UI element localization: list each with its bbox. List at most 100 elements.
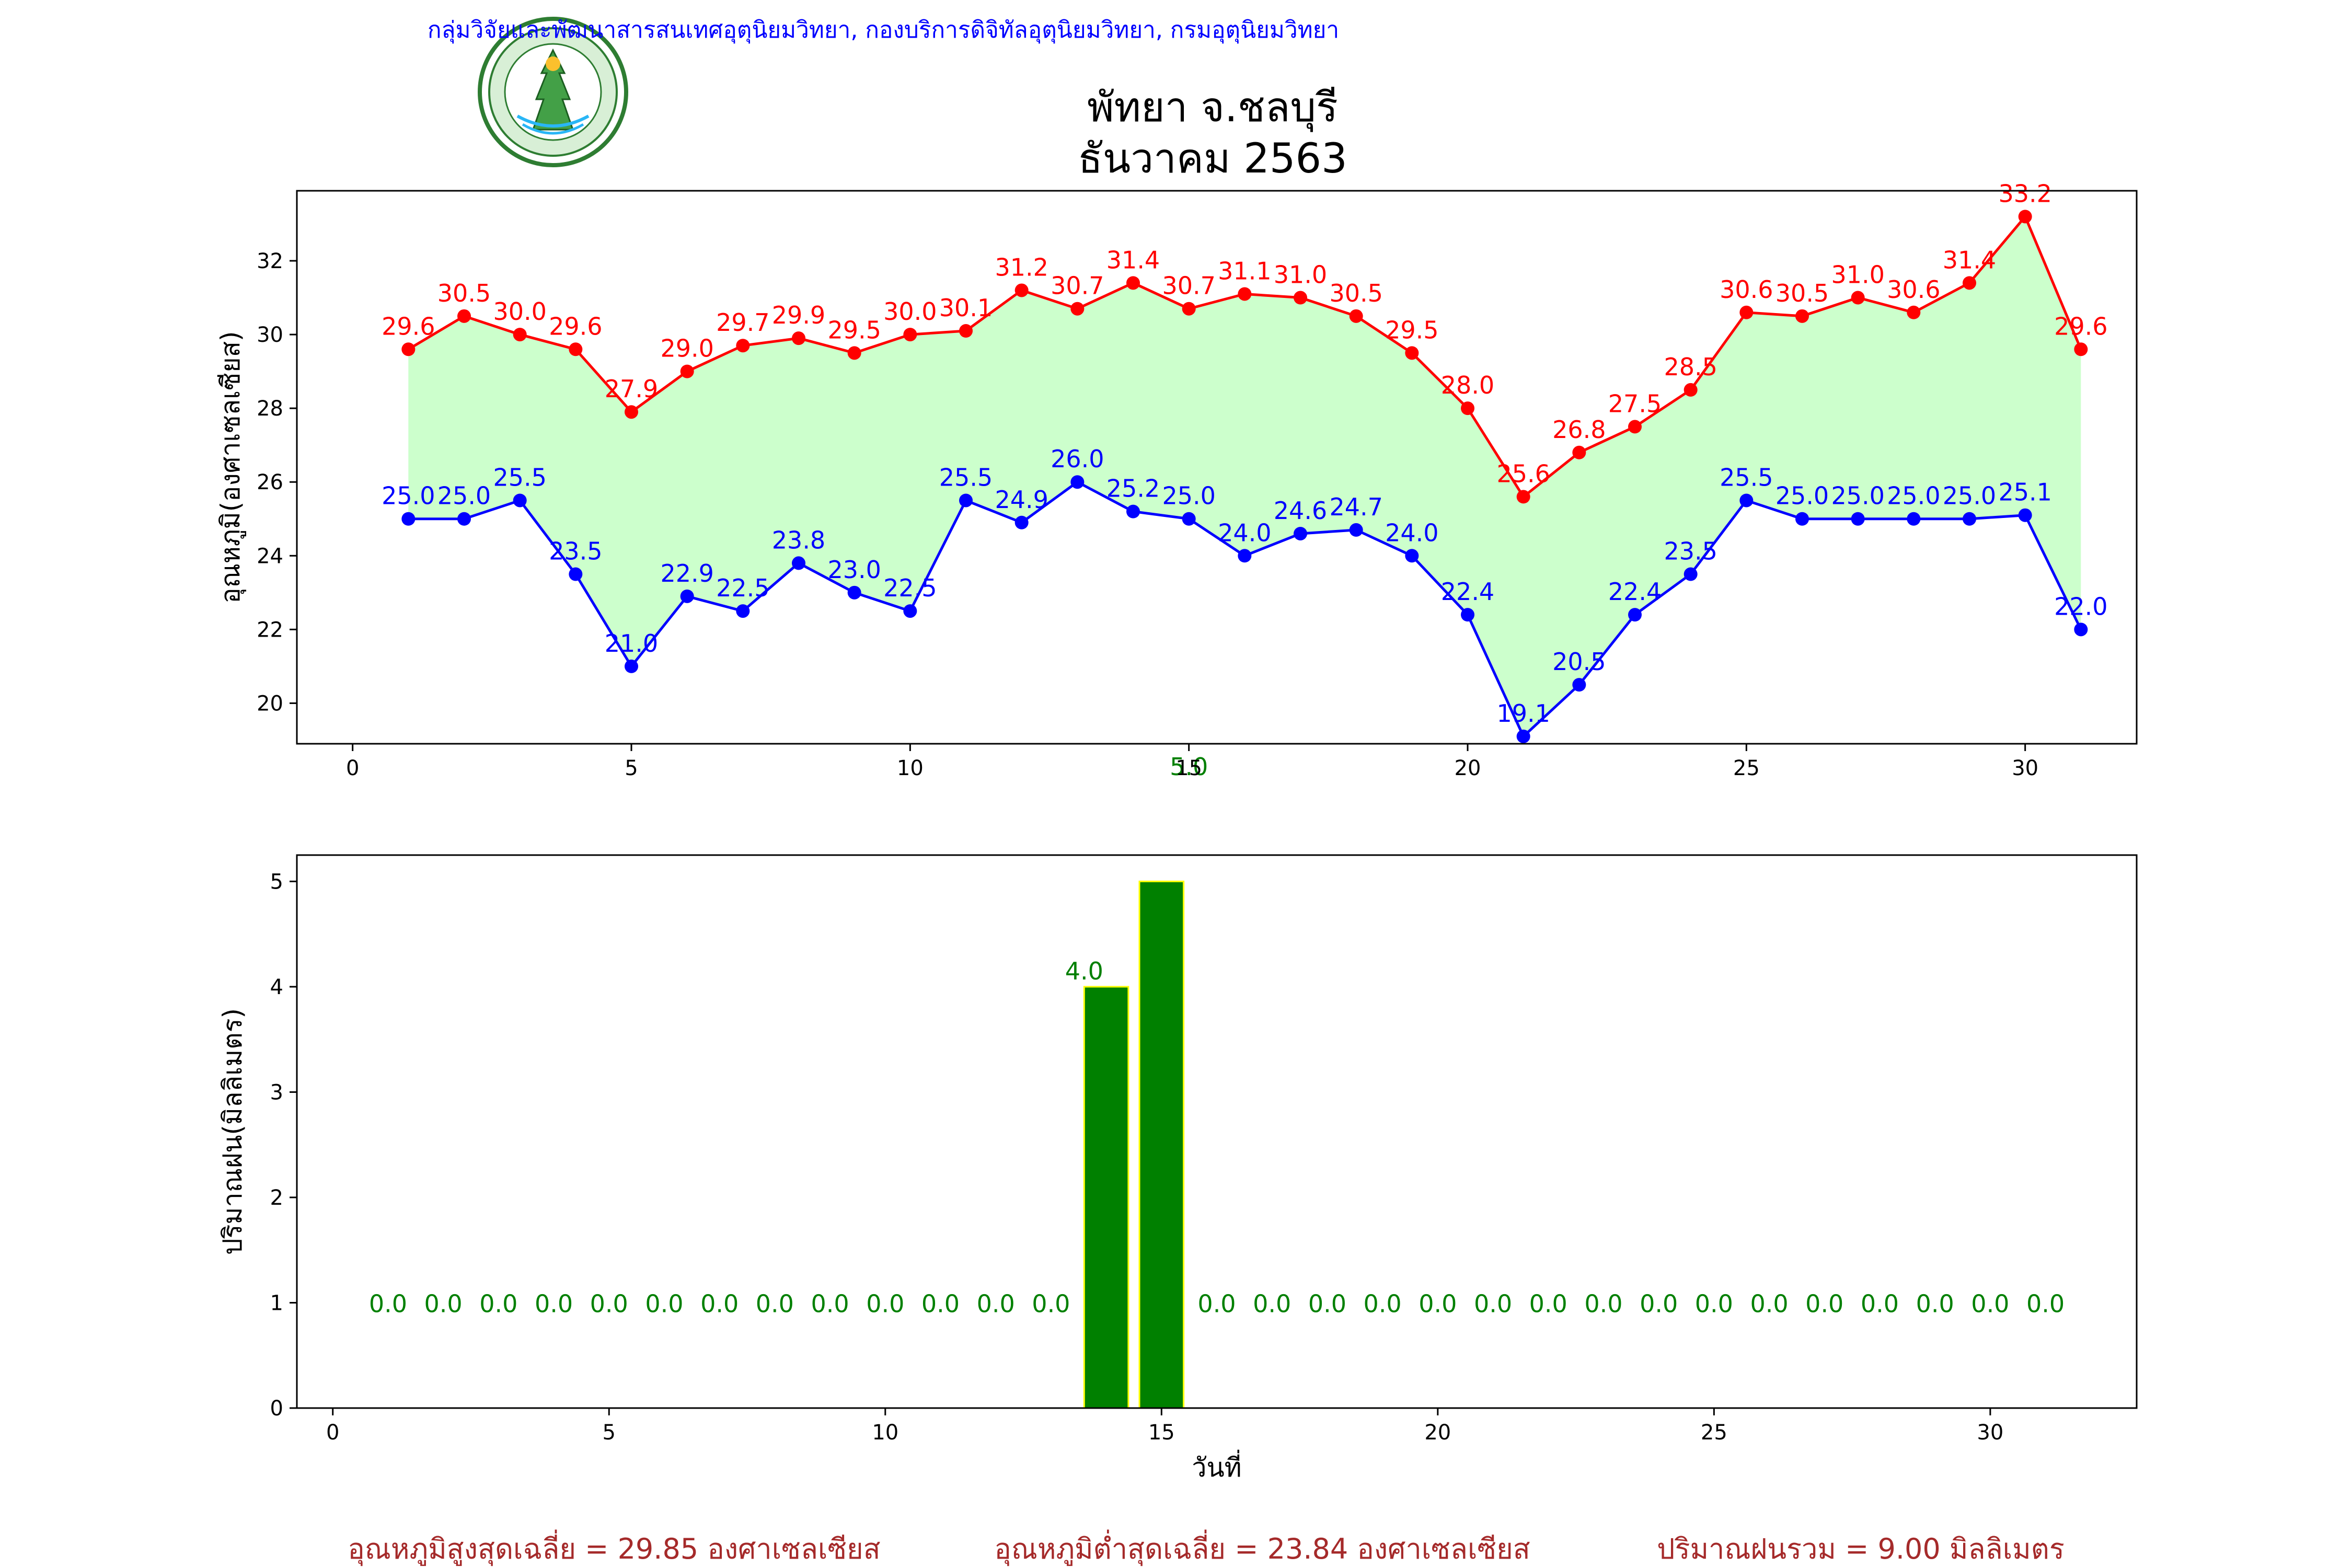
max-temperature-point	[1795, 309, 1809, 323]
rainfall-label: 0.0	[1805, 1289, 1843, 1318]
max-temperature-point	[1516, 490, 1530, 504]
rainfall-label: 0.0	[1916, 1289, 1954, 1318]
min-temperature-point	[1851, 512, 1865, 526]
max-temperature-point	[1238, 287, 1252, 301]
rainfall-label: 0.0	[535, 1289, 573, 1318]
max-temperature-label: 29.5	[827, 316, 881, 344]
max-temperature-label: 33.2	[1998, 179, 2051, 207]
rainfall-label: 0.0	[1253, 1289, 1291, 1318]
rainfall-label: 0.0	[977, 1289, 1015, 1318]
min-temperature-point	[1070, 475, 1085, 489]
temperature-x-tick-label: 25	[1733, 756, 1760, 780]
max-temperature-point	[1461, 401, 1474, 416]
min-temperature-label: 21.0	[605, 629, 658, 658]
stray-rain-label: 5.0	[1170, 753, 1208, 781]
min-temperature-label: 25.0	[1775, 482, 1829, 510]
min-temperature-point	[1572, 678, 1586, 692]
min-temperature-label: 22.4	[1608, 578, 1662, 606]
max-temperature-point	[736, 339, 750, 353]
temperature-y-tick-label: 22	[257, 618, 283, 642]
temperature-x-tick-label: 10	[897, 756, 924, 780]
rainfall-label: 0.0	[645, 1289, 683, 1318]
min-temperature-point	[1795, 512, 1809, 526]
max-temperature-label: 29.0	[660, 335, 713, 363]
max-temperature-point	[625, 405, 638, 419]
max-temperature-point	[1070, 302, 1085, 316]
rainfall-plot-frame	[296, 854, 2138, 1409]
min-temperature-label: 20.5	[1552, 648, 1606, 676]
temperature-chart: 29.630.530.029.627.929.029.7 29.929.530.0…	[215, 179, 2138, 781]
max-temperature-label: 30.0	[883, 297, 937, 326]
temperature-y-tick-label: 20	[257, 691, 283, 716]
min-temperature-point	[1238, 549, 1252, 563]
max-temperature-point	[1014, 283, 1029, 297]
min-temperature-label: 25.5	[1720, 463, 1773, 491]
min-temperature-label: 22.5	[883, 574, 937, 602]
temperature-y-tick-label: 24	[257, 544, 283, 568]
rainfall-label: 0.0	[424, 1289, 463, 1318]
max-temperature-label: 29.6	[2054, 312, 2107, 340]
min-temperature-label: 25.0	[437, 482, 491, 510]
max-temperature-point	[792, 331, 805, 345]
max-temperature-label: 29.9	[772, 301, 825, 329]
min-temperature-point	[513, 493, 527, 508]
min-temperature-point	[401, 512, 416, 526]
max-temperature-label: 26.8	[1552, 416, 1606, 444]
max-temperature-point	[1684, 383, 1698, 397]
rainfall-label: 0.0	[369, 1289, 407, 1318]
min-temperature-label: 23.5	[1664, 537, 1717, 566]
max-temperature-label: 29.7	[716, 308, 769, 337]
max-temperature-point	[1349, 309, 1363, 323]
max-temperature-label: 31.0	[1274, 261, 1327, 289]
min-temperature-point	[1461, 608, 1474, 622]
temperature-x-tick-label: 0	[346, 756, 359, 780]
max-temperature-label: 31.4	[1106, 246, 1160, 274]
chart-title-line2: ธันวาคม 2563	[1078, 135, 1347, 182]
max-temperature-point	[959, 324, 973, 338]
rainfall-label: 0.0	[1364, 1289, 1402, 1318]
rainfall-label: 0.0	[1032, 1289, 1070, 1318]
max-temperature-label: 30.0	[493, 297, 546, 326]
min-temperature-label: 22.9	[660, 559, 713, 587]
rainfall-x-axis-label: วันที่	[1192, 1450, 1241, 1483]
max-temperature-point	[457, 309, 471, 323]
rainfall-label: 0.0	[811, 1289, 849, 1318]
rainfall-x-tick-label: 20	[1424, 1421, 1451, 1445]
rainfall-y-tick-label: 4	[270, 975, 283, 999]
max-temperature-label: 29.5	[1385, 316, 1438, 344]
rainfall-label: 0.0	[1419, 1289, 1457, 1318]
max-temperature-label: 30.5	[1329, 279, 1382, 307]
min-temperature-label: 25.2	[1106, 475, 1160, 503]
max-temperature-point	[847, 346, 861, 360]
temperature-x-tick-label: 30	[2012, 756, 2038, 780]
max-temperature-label: 31.4	[1943, 246, 1996, 274]
min-temperature-point	[792, 556, 805, 570]
min-temperature-point	[1014, 515, 1029, 529]
max-temperature-label: 31.1	[1218, 257, 1271, 285]
max-temperature-label: 30.7	[1162, 272, 1215, 300]
max-temperature-point	[401, 342, 416, 356]
rainfall-label: 0.0	[1197, 1289, 1236, 1318]
min-temperature-label: 22.5	[716, 574, 769, 602]
min-temperature-point	[959, 493, 973, 508]
rainfall-x-tick-label: 5	[603, 1421, 616, 1445]
min-temperature-point	[736, 604, 750, 618]
temperature-y-axis-label: อุณหภูมิ(องศาเซลเซียส)	[215, 331, 246, 603]
min-temperature-point	[1294, 526, 1307, 540]
rainfall-y-tick-label: 3	[270, 1080, 283, 1104]
max-temperature-point	[680, 364, 694, 378]
rainfall-label: 0.0	[2026, 1289, 2065, 1318]
rainfall-label: 4.0	[1065, 957, 1103, 985]
max-temperature-label: 30.6	[1887, 275, 1940, 304]
max-temperature-point	[2018, 210, 2032, 224]
max-temperature-label: 31.0	[1831, 261, 1884, 289]
rainfall-label: 0.0	[1308, 1289, 1346, 1318]
min-temperature-point	[2074, 622, 2088, 637]
min-temperature-point	[1628, 608, 1642, 622]
rainfall-bar	[1083, 986, 1129, 1409]
rainfall-label: 0.0	[1529, 1289, 1567, 1318]
min-temperature-label: 26.0	[1051, 445, 1104, 473]
min-temperature-label: 19.1	[1496, 699, 1550, 728]
min-temperature-label: 25.0	[1162, 482, 1215, 510]
